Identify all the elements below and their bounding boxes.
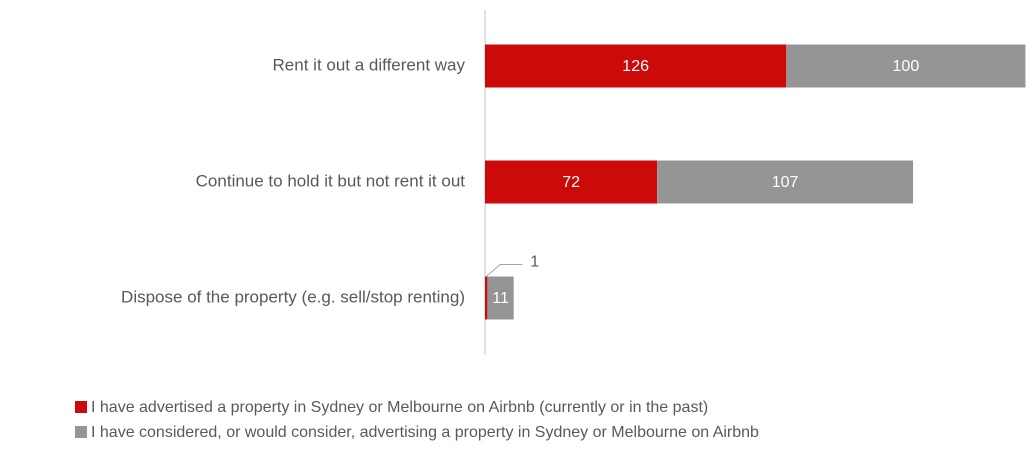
bar-segment (485, 276, 488, 320)
legend-swatch (75, 426, 87, 438)
bar-segment (786, 44, 1026, 88)
legend-label: I have advertised a property in Sydney o… (91, 399, 708, 416)
category-label: Dispose of the property (e.g. sell/stop … (121, 287, 465, 306)
category-label: Rent it out a different way (273, 55, 466, 74)
value-label: 11 (492, 290, 509, 307)
value-label: 126 (622, 58, 649, 75)
bar-segment (487, 276, 514, 320)
legend-swatch (75, 401, 87, 413)
value-label: 72 (562, 174, 580, 191)
value-label: 107 (772, 174, 799, 191)
leader-line (485, 264, 523, 277)
bar-segment (485, 160, 658, 204)
bar-segment (657, 160, 914, 204)
bar-segment (485, 44, 787, 88)
value-label: 100 (893, 58, 920, 75)
value-label: 1 (530, 254, 539, 271)
legend-label: I have considered, or would consider, ad… (91, 424, 759, 441)
category-label: Continue to hold it but not rent it out (196, 171, 466, 190)
